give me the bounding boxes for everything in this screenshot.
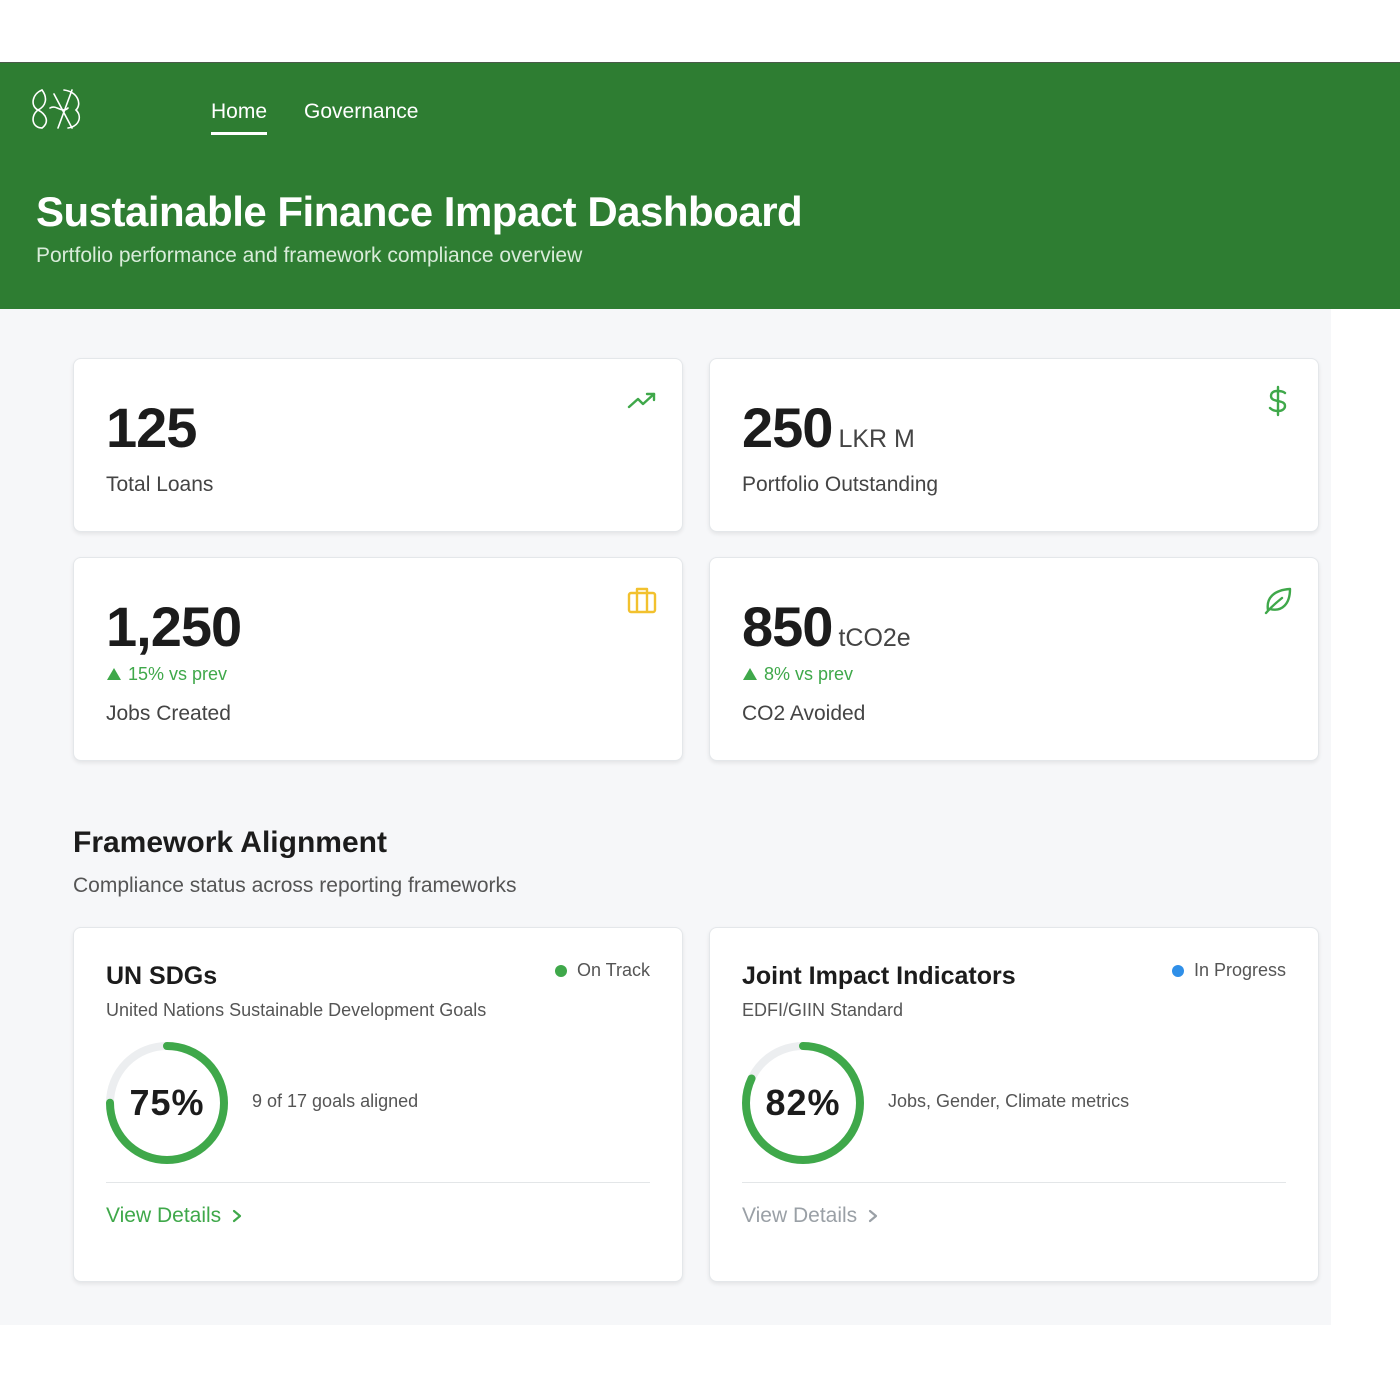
framework-title: UN SDGs	[106, 962, 218, 990]
section-subtitle: Compliance status across reporting frame…	[73, 874, 517, 897]
stat-value: 850 tCO2e	[742, 595, 911, 658]
trend-up-triangle-icon	[107, 668, 121, 680]
progress-ring	[106, 1042, 228, 1164]
leaf-icon	[1264, 587, 1292, 615]
view-details-link[interactable]: View Details	[106, 1204, 243, 1228]
status-badge: In Progress	[1171, 960, 1286, 981]
dollar-icon	[1268, 385, 1287, 417]
nav-home[interactable]: Home	[211, 100, 268, 135]
main-nav: Home Governance	[211, 100, 418, 135]
framework-title: Joint Impact Indicators	[742, 962, 1016, 990]
stat-label: Portfolio Outstanding	[742, 473, 939, 496]
page-subtitle: Portfolio performance and framework comp…	[36, 244, 583, 267]
stat-card-jobs-created: 1,250 15% vs prev Jobs Created	[73, 557, 683, 761]
briefcase-icon	[627, 587, 657, 614]
stat-value: 1,250	[106, 595, 242, 658]
framework-description: 9 of 17 goals aligned	[252, 1091, 419, 1111]
trend-up-triangle-icon	[743, 668, 757, 680]
stat-card-co2-avoided: 850 tCO2e 8% vs prev CO2 Avoided	[709, 557, 1319, 761]
trending-up-icon	[627, 392, 656, 409]
logo-icon[interactable]	[28, 84, 86, 134]
view-details-link[interactable]: View Details	[742, 1204, 879, 1228]
chevron-right-icon	[869, 1209, 878, 1223]
framework-card-joint-impact: Joint Impact Indicators EDFI/GIIN Standa…	[709, 927, 1319, 1282]
status-dot	[1171, 964, 1184, 977]
header	[0, 62, 1400, 309]
divider	[742, 1182, 1286, 1183]
stat-trend: 8% vs prev	[742, 664, 853, 685]
framework-subtitle: United Nations Sustainable Development G…	[106, 1000, 487, 1020]
stat-label: Total Loans	[106, 473, 214, 496]
framework-description: Jobs, Gender, Climate metrics	[888, 1091, 1130, 1111]
stat-label: CO2 Avoided	[742, 702, 866, 725]
page-title: Sustainable Finance Impact Dashboard	[36, 188, 803, 235]
stat-card-portfolio-outstanding: 250 LKR M Portfolio Outstanding	[709, 358, 1319, 532]
status-badge: On Track	[554, 960, 650, 981]
framework-card-un-sdgs: UN SDGs United Nations Sustainable Devel…	[73, 927, 683, 1282]
stat-label: Jobs Created	[106, 702, 231, 725]
framework-subtitle: EDFI/GIIN Standard	[742, 1000, 904, 1020]
chevron-right-icon	[233, 1209, 242, 1223]
nav-governance[interactable]: Governance	[304, 100, 419, 123]
stat-unit: tCO2e	[838, 624, 911, 652]
progress-percent: 75%	[129, 1082, 205, 1123]
stat-card-total-loans: 125 Total Loans	[73, 358, 683, 532]
progress-percent: 82%	[765, 1082, 841, 1123]
section-title: Framework Alignment	[73, 826, 387, 859]
progress-ring	[742, 1042, 864, 1164]
stat-value: 125	[106, 396, 197, 459]
divider	[106, 1182, 650, 1183]
stat-trend: 15% vs prev	[106, 664, 227, 685]
stat-unit: LKR M	[838, 425, 915, 453]
stat-value: 250 LKR M	[742, 396, 915, 459]
status-dot	[554, 964, 567, 977]
